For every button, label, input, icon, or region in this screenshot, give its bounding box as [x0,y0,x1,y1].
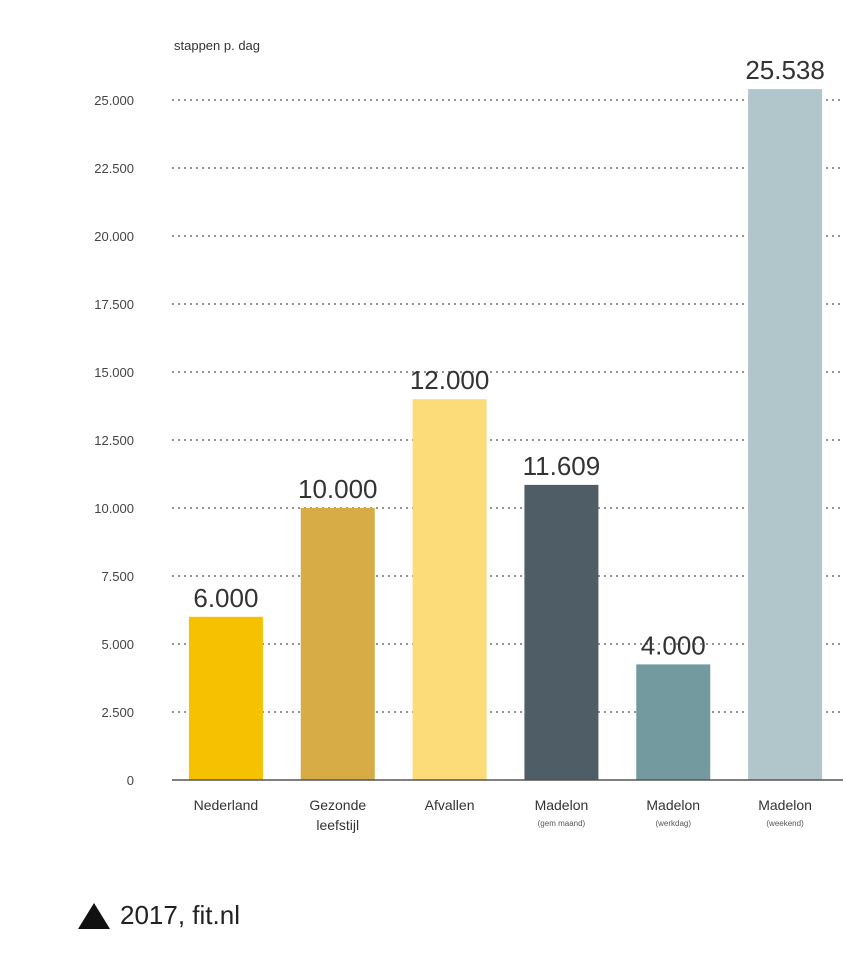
y-tick-label: 2.500 [101,705,134,720]
bar [748,89,823,781]
y-tick-label: 10.000 [94,501,134,516]
bar [636,664,711,780]
category-sublabel: (werkdag) [655,819,691,828]
source-text: 2017, fit.nl [120,900,240,930]
source-note: 2017, fit.nl [78,900,240,931]
value-label: 25.538 [745,55,825,85]
y-tick-label: 17.500 [94,297,134,312]
value-label: 6.000 [193,583,258,613]
category-label: Madelon [758,797,812,813]
value-label: 12.000 [410,365,490,395]
category-sublabel: (weekend) [766,819,804,828]
category-label-line2: leefstijl [316,817,359,833]
category-labels: Nederland Gezonde leefstijl Afvallen Madelon… [194,797,812,833]
bar [188,616,263,780]
y-tick-label: 0 [127,773,134,788]
y-tick-label: 12.500 [94,433,134,448]
y-tick-label: 5.000 [101,637,134,652]
y-axis-label: stappen p. dag [174,38,260,53]
bar [300,508,375,780]
y-tick-label: 22.500 [94,161,134,176]
gridlines [172,99,843,713]
y-tick-label: 15.000 [94,365,134,380]
bar [412,399,487,780]
value-labels: 6.000 10.000 12.000 11.609 4.000 25.538 [193,55,824,660]
y-tick-label: 7.500 [101,569,134,584]
bar-chart: stappen p. dag 0 2.500 5.000 7.500 10.000 12.… [94,38,843,833]
value-label: 4.000 [641,630,706,660]
bar [524,484,599,780]
value-label: 10.000 [298,474,378,504]
y-tick-label: 25.000 [94,93,134,108]
category-label: Gezonde [309,797,366,813]
value-label: 11.609 [523,451,601,481]
bars [188,89,823,781]
y-tick-labels: 0 2.500 5.000 7.500 10.000 12.500 15.000 17.500… [94,93,134,788]
category-label: Madelon [535,797,589,813]
category-label: Madelon [646,797,700,813]
category-label: Nederland [194,797,259,813]
category-sublabel: (gem maand) [538,819,586,828]
triangle-up-icon [78,902,110,929]
category-label: Afvallen [425,797,475,813]
y-tick-label: 20.000 [94,229,134,244]
